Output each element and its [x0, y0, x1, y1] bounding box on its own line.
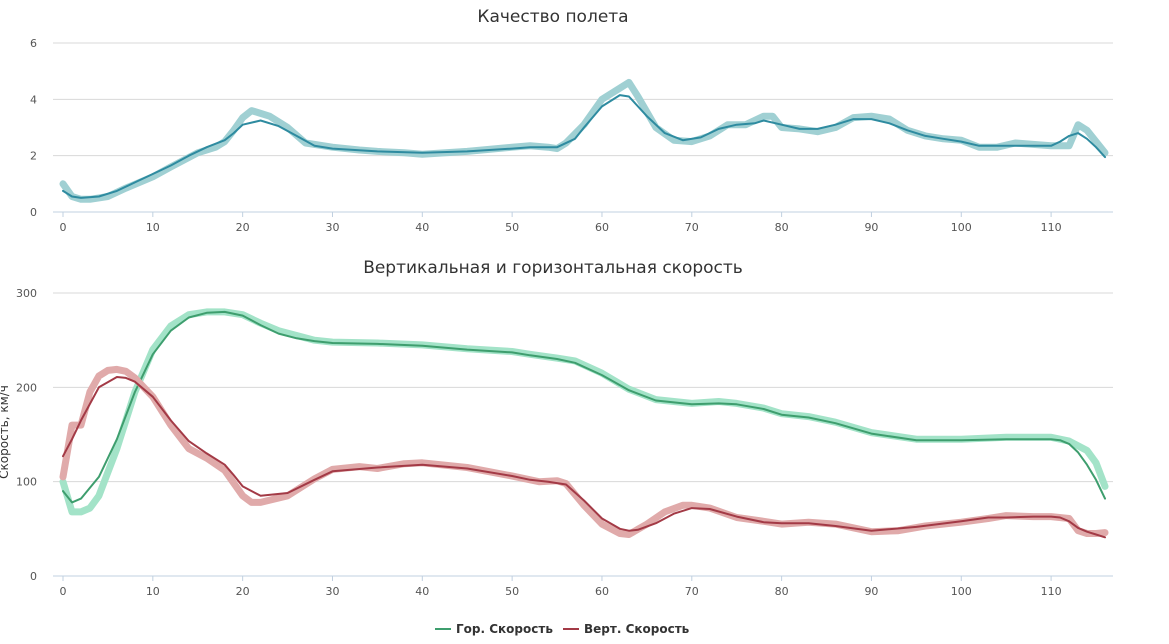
series-line-smooth: [62, 310, 1106, 504]
legend-item-horizontal-speed[interactable]: Гор. Скорость: [435, 622, 553, 636]
x-tick-label: 50: [505, 221, 519, 234]
x-tick-label: 40: [415, 221, 429, 234]
x-tick-label: 90: [864, 221, 878, 234]
y-tick-label: 6: [30, 37, 37, 50]
y-tick-label: 300: [16, 287, 37, 300]
x-tick-label: 70: [685, 221, 699, 234]
legend[interactable]: Гор. Скорость Верт. Скорость: [435, 622, 690, 636]
x-tick-label: 50: [505, 585, 519, 598]
y-tick-label: 100: [16, 476, 37, 489]
y-tick-label: 200: [16, 381, 37, 394]
x-tick-label: 10: [146, 585, 160, 598]
legend-label: Верт. Скорость: [584, 622, 690, 636]
x-tick-label: 110: [1041, 585, 1062, 598]
x-tick-label: 110: [1041, 221, 1062, 234]
series-line-raw: [59, 365, 1109, 538]
x-tick-label: 0: [60, 221, 67, 234]
y-tick-label: 2: [30, 150, 37, 163]
series-line-smooth: [62, 94, 1106, 199]
gridlines: [53, 292, 1113, 483]
series-line-raw: [59, 78, 1109, 203]
x-tick-label: 10: [146, 221, 160, 234]
y-tick-label: 0: [30, 570, 37, 583]
chart-title: Качество полета: [477, 7, 628, 27]
x-tick-label: 90: [864, 585, 878, 598]
x-tick-label: 60: [595, 221, 609, 234]
x-tick-label: 70: [685, 585, 699, 598]
x-tick-label: 30: [325, 221, 339, 234]
y-tick-label: 4: [30, 93, 37, 106]
x-tick-label: 0: [60, 585, 67, 598]
speed-chart: Вертикальная и горизонтальная скорость С…: [0, 258, 1113, 598]
x-tick-label: 60: [595, 585, 609, 598]
x-tick-label: 20: [236, 585, 250, 598]
chart-title: Вертикальная и горизонтальная скорость: [363, 258, 743, 278]
x-tick-label: 80: [775, 585, 789, 598]
x-tick-label: 100: [951, 221, 972, 234]
y-tick-label: 0: [30, 206, 37, 219]
x-tick-label: 30: [325, 585, 339, 598]
legend-label: Гор. Скорость: [456, 622, 553, 636]
legend-item-vertical-speed[interactable]: Верт. Скорость: [563, 622, 690, 636]
x-tick-label: 20: [236, 221, 250, 234]
x-tick-label: 40: [415, 585, 429, 598]
x-tick-label: 80: [775, 221, 789, 234]
gridlines: [53, 42, 1113, 157]
series-line-smooth: [62, 376, 1106, 539]
x-tick-label: 100: [951, 585, 972, 598]
y-axis-title: Скорость, км/ч: [0, 385, 11, 479]
